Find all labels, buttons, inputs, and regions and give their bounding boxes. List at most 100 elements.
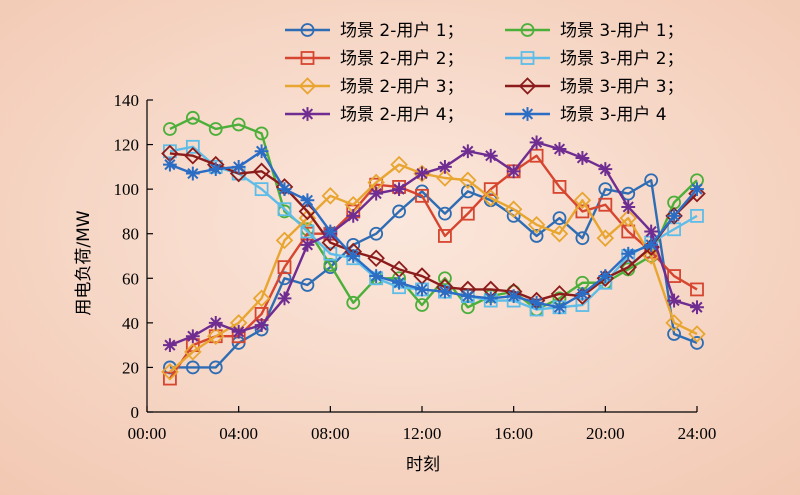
y-tick-label: 120 <box>114 136 140 155</box>
data-point <box>163 338 177 353</box>
data-point <box>208 329 223 344</box>
data-point <box>596 229 615 247</box>
series-layer <box>161 110 706 386</box>
data-point <box>619 209 638 227</box>
y-axis-label: 用电负荷/MW <box>74 210 94 315</box>
data-point <box>415 166 429 181</box>
data-point <box>506 289 521 304</box>
x-tick-label: 12:00 <box>403 424 442 443</box>
data-point <box>438 206 452 221</box>
legend-label: 场景 3-用户 3； <box>560 77 684 97</box>
legend-label: 场景 2-用户 1； <box>340 21 464 41</box>
data-point <box>184 343 202 361</box>
x-tick-label: 00:00 <box>128 424 167 443</box>
x-tick-label: 24:00 <box>678 424 717 443</box>
series-line <box>168 154 698 380</box>
data-point <box>438 159 452 174</box>
legend-label: 场景 2-用户 2； <box>340 49 464 69</box>
data-point <box>529 148 544 163</box>
data-point <box>300 107 315 121</box>
data-point <box>460 206 475 221</box>
data-point <box>163 157 177 172</box>
data-point <box>254 318 269 332</box>
data-point <box>300 237 315 252</box>
legend-item-3: 场景 2-用户 2； <box>285 49 464 69</box>
series-line <box>169 141 698 347</box>
data-point <box>520 51 535 65</box>
data-point <box>552 142 567 156</box>
data-point <box>460 144 475 159</box>
y-tick-label: 40 <box>122 314 139 333</box>
data-point <box>208 122 223 136</box>
data-point <box>415 188 429 203</box>
data-point <box>644 173 659 188</box>
data-point <box>598 197 613 212</box>
data-point <box>598 162 613 176</box>
data-point <box>163 122 177 136</box>
data-point <box>300 23 315 37</box>
data-point <box>575 151 590 165</box>
data-point <box>573 191 592 210</box>
legend-label: 场景 3-用户 4 <box>560 105 667 125</box>
series-1 <box>163 173 704 375</box>
data-point <box>252 162 271 181</box>
data-point <box>550 224 569 243</box>
axes: 0 20 40 60 80 100 120 140 00:00 04:00 08:00 12:00 16… <box>114 91 717 443</box>
data-point <box>690 208 704 223</box>
data-point <box>346 295 361 310</box>
x-tick-label: 20:00 <box>586 424 625 443</box>
data-point <box>277 291 292 306</box>
data-point <box>506 164 521 179</box>
data-point <box>688 184 706 203</box>
data-point <box>690 282 704 297</box>
data-point <box>185 166 200 181</box>
data-point <box>621 186 636 201</box>
data-point <box>459 171 477 190</box>
data-point <box>644 237 659 252</box>
data-point <box>415 298 429 312</box>
data-point <box>208 162 223 176</box>
data-point <box>161 363 179 381</box>
y-tick-label: 60 <box>122 269 139 288</box>
data-point <box>598 182 613 197</box>
data-point <box>460 289 475 304</box>
x-axis-label: 时刻 <box>406 455 440 475</box>
legend-item-8: 场景 3-用户 4 <box>505 105 667 125</box>
data-point <box>300 51 315 65</box>
data-point <box>298 77 317 95</box>
y-tick-label: 140 <box>114 91 140 110</box>
data-point <box>667 293 681 308</box>
data-point <box>642 247 660 265</box>
data-point <box>436 169 454 187</box>
data-point <box>621 246 636 261</box>
data-point <box>252 289 271 308</box>
data-point <box>518 77 537 95</box>
data-point <box>254 182 269 197</box>
series-5 <box>161 155 706 381</box>
data-point <box>184 146 202 165</box>
data-point <box>208 360 223 375</box>
data-point <box>483 291 498 306</box>
data-point <box>300 278 315 292</box>
data-point <box>520 23 535 37</box>
data-point <box>644 224 659 239</box>
data-point <box>619 258 638 276</box>
data-point <box>390 155 408 174</box>
data-point <box>231 159 246 174</box>
data-point <box>552 180 567 194</box>
data-point <box>598 269 613 283</box>
data-point <box>415 282 429 297</box>
data-point <box>321 233 340 252</box>
legend-item-1: 场景 2-用户 1； <box>285 21 464 41</box>
data-point <box>185 139 200 154</box>
x-tick-label: 08:00 <box>311 424 350 443</box>
data-point <box>665 207 683 225</box>
data-point <box>206 327 225 346</box>
data-point <box>346 249 361 263</box>
y-tick-label: 0 <box>131 403 140 422</box>
data-point <box>575 231 590 246</box>
data-point <box>323 246 338 261</box>
data-point <box>483 182 498 197</box>
data-point <box>321 187 340 205</box>
